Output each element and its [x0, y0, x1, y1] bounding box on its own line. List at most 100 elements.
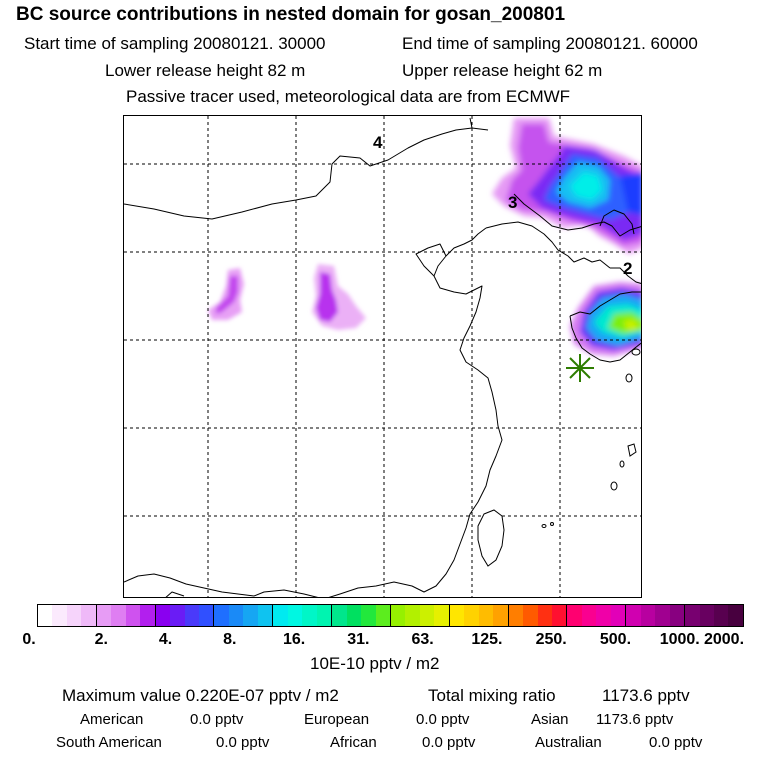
- color-swatch: [125, 605, 141, 626]
- color-segment: [508, 605, 568, 626]
- color-scale-tick-label: 250.: [535, 631, 567, 648]
- color-segment: [685, 605, 743, 626]
- color-swatch: [714, 605, 729, 626]
- color-swatch: [170, 605, 185, 626]
- color-scale-tick-label: 2000.: [703, 631, 745, 648]
- color-scale-tick-label: 31.: [347, 631, 370, 648]
- color-segment: [332, 605, 391, 626]
- color-scale-tick-label: 500.: [599, 631, 632, 648]
- color-swatch: [66, 605, 82, 626]
- color-swatch: [405, 605, 420, 626]
- color-swatch: [375, 605, 390, 626]
- color-swatch: [508, 605, 524, 626]
- coastlines: [124, 117, 641, 597]
- color-segment: [155, 605, 215, 626]
- australian-value: 0.0 pptv: [649, 734, 703, 751]
- color-swatch: [434, 605, 449, 626]
- color-segment: [38, 605, 97, 626]
- color-scale-tick-label: 63.: [411, 631, 434, 648]
- color-swatch: [655, 605, 670, 626]
- color-segment: [390, 605, 450, 626]
- color-swatch: [273, 605, 288, 626]
- color-swatch: [257, 605, 273, 626]
- color-scale-tick-label: 4.: [158, 631, 173, 648]
- color-swatch: [699, 605, 715, 626]
- european-label: European: [304, 711, 370, 728]
- color-segment: [567, 605, 627, 626]
- small-islands: [541, 348, 641, 528]
- color-swatch: [551, 605, 567, 626]
- region-label-2: 2: [623, 259, 632, 278]
- color-swatch: [228, 605, 244, 626]
- bohai-coast: [485, 221, 611, 269]
- color-swatch: [214, 605, 229, 626]
- color-swatch: [537, 605, 552, 626]
- color-swatch: [155, 605, 171, 626]
- european-value: 0.0 pptv: [416, 711, 470, 728]
- tracer-info-label: Passive tracer used, meteorological data…: [126, 87, 571, 106]
- asian-label: Asian: [531, 711, 569, 728]
- max-value-label: Maximum value 0.220E-07 pptv / m2: [62, 686, 339, 705]
- color-swatch: [332, 605, 347, 626]
- color-swatch: [346, 605, 362, 626]
- color-swatch: [287, 605, 303, 626]
- color-scale-tick-label: 16.: [282, 631, 306, 648]
- color-swatch: [567, 605, 582, 626]
- color-swatch: [111, 605, 126, 626]
- american-value: 0.0 pptv: [190, 711, 244, 728]
- color-swatch: [96, 605, 112, 626]
- lat-lon-grid: [124, 116, 641, 597]
- color-swatch: [52, 605, 67, 626]
- color-swatch: [390, 605, 406, 626]
- color-swatch: [464, 605, 479, 626]
- african-label: African: [330, 734, 377, 751]
- plume-korea: [570, 282, 641, 356]
- total-mixing-value: 1173.6 pptv: [602, 686, 690, 705]
- american-label: American: [80, 711, 144, 728]
- south-american-value: 0.0 pptv: [216, 734, 270, 751]
- taiwan-island: [477, 509, 505, 567]
- upper-release-label: Upper release height 62 m: [402, 61, 603, 80]
- color-swatch: [140, 605, 155, 626]
- color-swatch: [685, 605, 700, 626]
- color-swatch: [199, 605, 214, 626]
- color-swatch: [243, 605, 258, 626]
- color-swatch: [302, 605, 317, 626]
- color-swatch: [419, 605, 435, 626]
- color-swatch: [493, 605, 508, 626]
- color-swatch: [581, 605, 597, 626]
- end-time-label: End time of sampling 20080121. 60000: [402, 34, 698, 53]
- map-panel[interactable]: 4 3 2: [123, 115, 642, 598]
- color-scale-bar: [37, 604, 744, 627]
- units-label: 10E-10 pptv / m2: [310, 654, 440, 673]
- color-segment: [626, 605, 686, 626]
- color-segment: [273, 605, 333, 626]
- map-canvas: 4 3 2: [124, 116, 641, 597]
- china-east-coast: [328, 227, 503, 597]
- color-segment: [96, 605, 156, 626]
- concentration-field: [208, 118, 641, 356]
- total-mixing-label: Total mixing ratio: [428, 686, 556, 705]
- australian-label: Australian: [535, 734, 602, 751]
- south-american-label: South American: [56, 734, 162, 751]
- lower-release-label: Lower release height 82 m: [105, 61, 306, 80]
- color-scale-tick-label: 8.: [223, 631, 237, 648]
- color-scale-tick-label: 125.: [471, 631, 503, 648]
- color-swatch: [596, 605, 611, 626]
- plume-inland: [208, 264, 366, 330]
- color-swatch: [610, 605, 626, 626]
- color-swatch: [640, 605, 656, 626]
- plume-northeast: [492, 118, 641, 254]
- color-swatch: [523, 605, 538, 626]
- color-swatch: [478, 605, 494, 626]
- color-scale-tick-label: 1000.: [659, 631, 700, 648]
- color-swatch: [449, 605, 465, 626]
- region-label-4: 4: [373, 133, 383, 152]
- receptor-marker[interactable]: [566, 354, 594, 382]
- color-segment: [449, 605, 509, 626]
- mongolia-border: [124, 117, 473, 220]
- color-scale-tick-label: 2.: [94, 631, 108, 648]
- color-scale-tick-label: 0.: [22, 631, 36, 648]
- color-swatch: [316, 605, 332, 626]
- color-swatch: [669, 605, 685, 626]
